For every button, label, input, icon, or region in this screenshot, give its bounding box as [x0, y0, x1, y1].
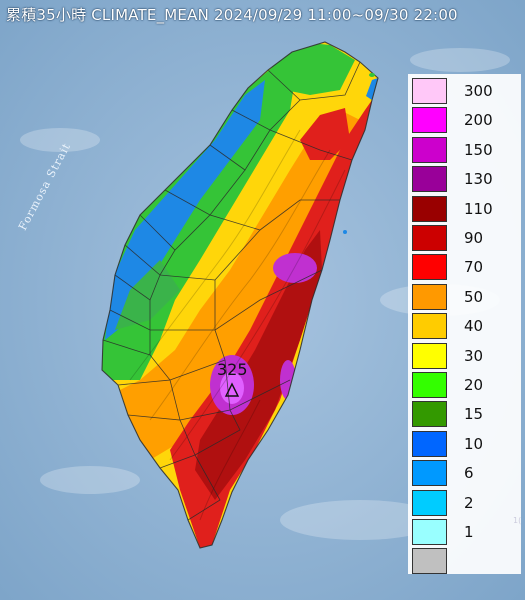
edge-mark: 1(	[513, 516, 522, 525]
legend-label: 110	[464, 199, 493, 218]
legend-label: 20	[464, 376, 484, 394]
max-value-label: 325	[217, 360, 248, 379]
legend-label: 30	[464, 346, 484, 365]
legend-label: 150	[464, 140, 493, 159]
legend-swatch	[412, 342, 447, 369]
legend-swatch	[412, 460, 447, 487]
legend-swatch	[412, 254, 447, 281]
max-point-marker	[224, 382, 240, 397]
legend-label: 90	[464, 229, 484, 247]
legend-label: 2	[464, 493, 474, 512]
legend-swatch	[412, 195, 447, 222]
legend-swatch	[412, 107, 447, 134]
legend-swatch	[412, 489, 447, 516]
legend-swatch	[412, 430, 447, 457]
legend-swatch	[412, 401, 447, 428]
legend-swatch	[412, 313, 447, 340]
legend-label: 1	[464, 523, 474, 541]
legend-label: 200	[464, 111, 493, 130]
legend-swatch	[412, 136, 447, 163]
legend-swatch	[412, 78, 447, 104]
legend-swatch	[412, 372, 447, 398]
legend-swatch	[412, 283, 447, 310]
legend-swatch	[412, 519, 447, 545]
legend-label: 70	[464, 258, 484, 277]
islet	[343, 230, 347, 234]
legend-label: 10	[464, 434, 484, 453]
legend-swatch	[412, 166, 447, 193]
legend-label: 40	[464, 317, 484, 336]
islet	[369, 73, 375, 77]
legend-label: 15	[464, 405, 484, 424]
legend-label: 6	[464, 464, 474, 483]
legend-swatch	[412, 225, 447, 251]
map-title: 累積35小時 CLIMATE_MEAN 2024/09/29 11:00~09/…	[6, 6, 458, 24]
legend-label: 50	[464, 287, 484, 306]
legend-label: 300	[464, 82, 493, 100]
county-boundaries	[101, 41, 379, 549]
legend-swatch	[412, 548, 447, 575]
legend-label: 130	[464, 170, 493, 189]
